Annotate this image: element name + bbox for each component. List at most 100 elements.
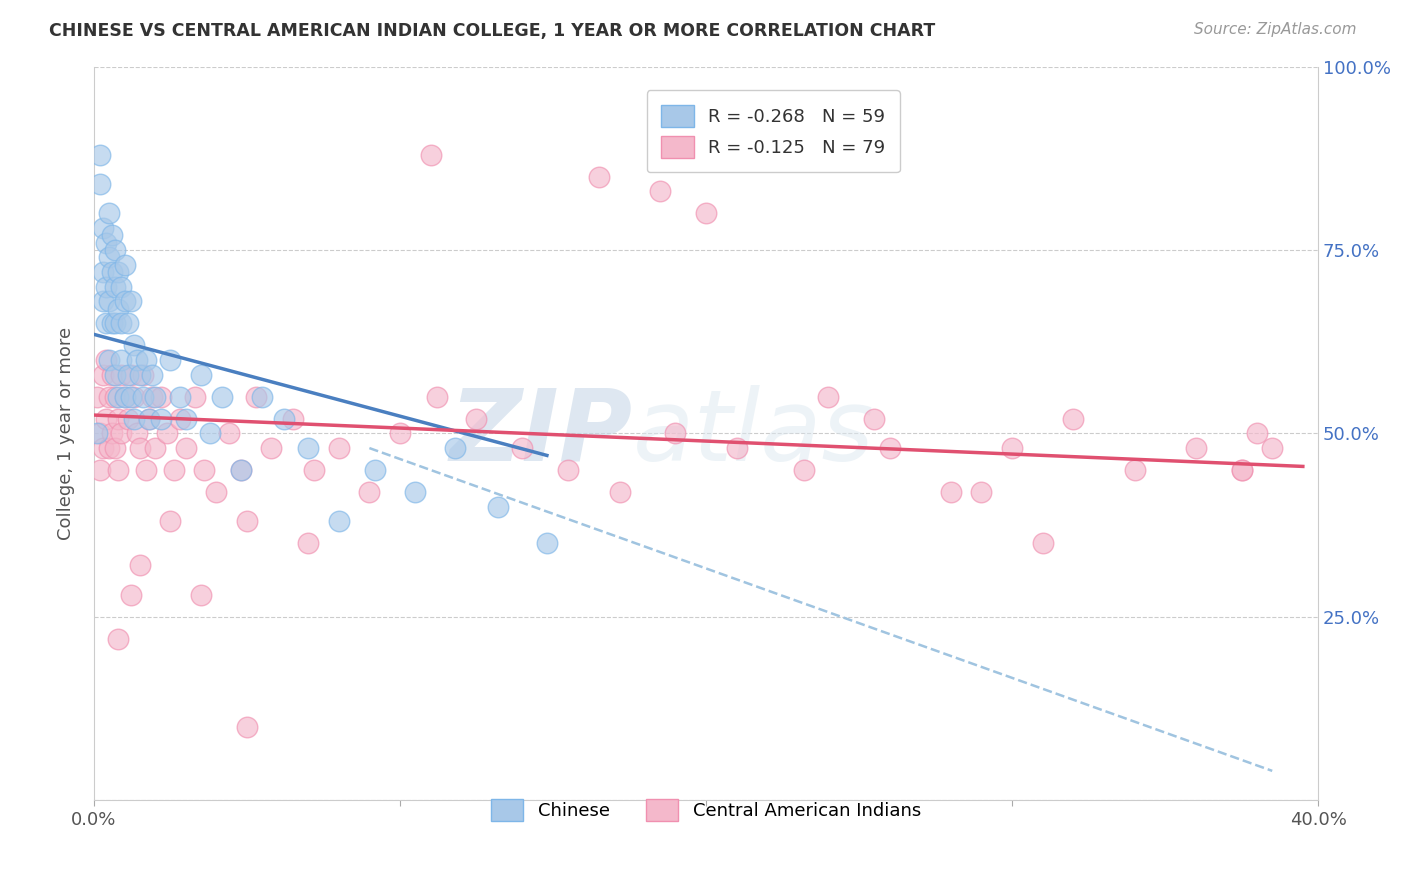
Point [695,206,717,220]
Point [193,463,215,477]
Point [426,390,449,404]
Point [205,485,228,500]
Point [135,463,157,477]
Point [104,368,127,382]
Point [91,265,114,279]
Point [110,426,132,441]
Point [96,235,118,250]
Point [297,536,319,550]
Point [725,441,748,455]
Point [970,485,993,500]
Point [120,588,142,602]
Point [98,441,121,455]
Point [1246,426,1268,441]
Point [1184,441,1206,455]
Point [169,411,191,425]
Point [211,390,233,404]
Point [143,390,166,404]
Point [117,368,139,382]
Point [404,485,426,500]
Point [120,390,142,404]
Point [128,441,150,455]
Point [388,426,411,441]
Point [98,250,121,264]
Point [107,463,129,477]
Point [236,720,259,734]
Point [1230,463,1253,477]
Point [817,390,839,404]
Point [328,441,350,455]
Text: atlas: atlas [633,385,875,482]
Point [101,265,124,279]
Point [939,485,962,500]
Point [252,390,274,404]
Point [1032,536,1054,550]
Point [229,463,252,477]
Point [174,411,197,425]
Point [486,500,509,514]
Point [328,515,350,529]
Point [114,258,136,272]
Point [143,441,166,455]
Point [132,368,155,382]
Point [104,279,127,293]
Point [128,558,150,573]
Point [98,390,121,404]
Point [110,353,132,368]
Point [141,368,163,382]
Point [419,147,441,161]
Point [260,441,283,455]
Point [89,177,111,191]
Text: ZIP: ZIP [450,385,633,482]
Point [1261,441,1284,455]
Point [150,390,173,404]
Point [117,411,139,425]
Point [107,632,129,646]
Point [364,463,387,477]
Legend: Chinese, Central American Indians: Chinese, Central American Indians [477,784,935,835]
Point [104,317,127,331]
Point [588,169,610,184]
Text: CHINESE VS CENTRAL AMERICAN INDIAN COLLEGE, 1 YEAR OR MORE CORRELATION CHART: CHINESE VS CENTRAL AMERICAN INDIAN COLLE… [49,22,935,40]
Point [650,184,672,198]
Point [190,588,212,602]
Point [120,294,142,309]
Point [101,368,124,382]
Point [1001,441,1024,455]
Point [132,390,155,404]
Point [96,279,118,293]
Text: Source: ZipAtlas.com: Source: ZipAtlas.com [1194,22,1357,37]
Point [101,228,124,243]
Point [110,279,132,293]
Point [110,317,132,331]
Point [141,390,163,404]
Point [96,411,118,425]
Point [122,411,145,425]
Point [110,368,132,382]
Point [465,411,488,425]
Point [159,515,181,529]
Point [281,411,304,425]
Point [98,206,121,220]
Point [236,515,259,529]
Point [98,353,121,368]
Point [107,301,129,316]
Point [444,441,467,455]
Point [114,390,136,404]
Point [184,390,207,404]
Point [120,368,142,382]
Point [104,390,127,404]
Point [114,390,136,404]
Point [138,411,160,425]
Point [117,317,139,331]
Point [359,485,381,500]
Point [125,353,148,368]
Point [122,338,145,352]
Point [150,411,173,425]
Point [245,390,267,404]
Point [879,441,901,455]
Point [159,353,181,368]
Y-axis label: College, 1 year or more: College, 1 year or more [58,326,75,540]
Point [107,390,129,404]
Point [200,426,222,441]
